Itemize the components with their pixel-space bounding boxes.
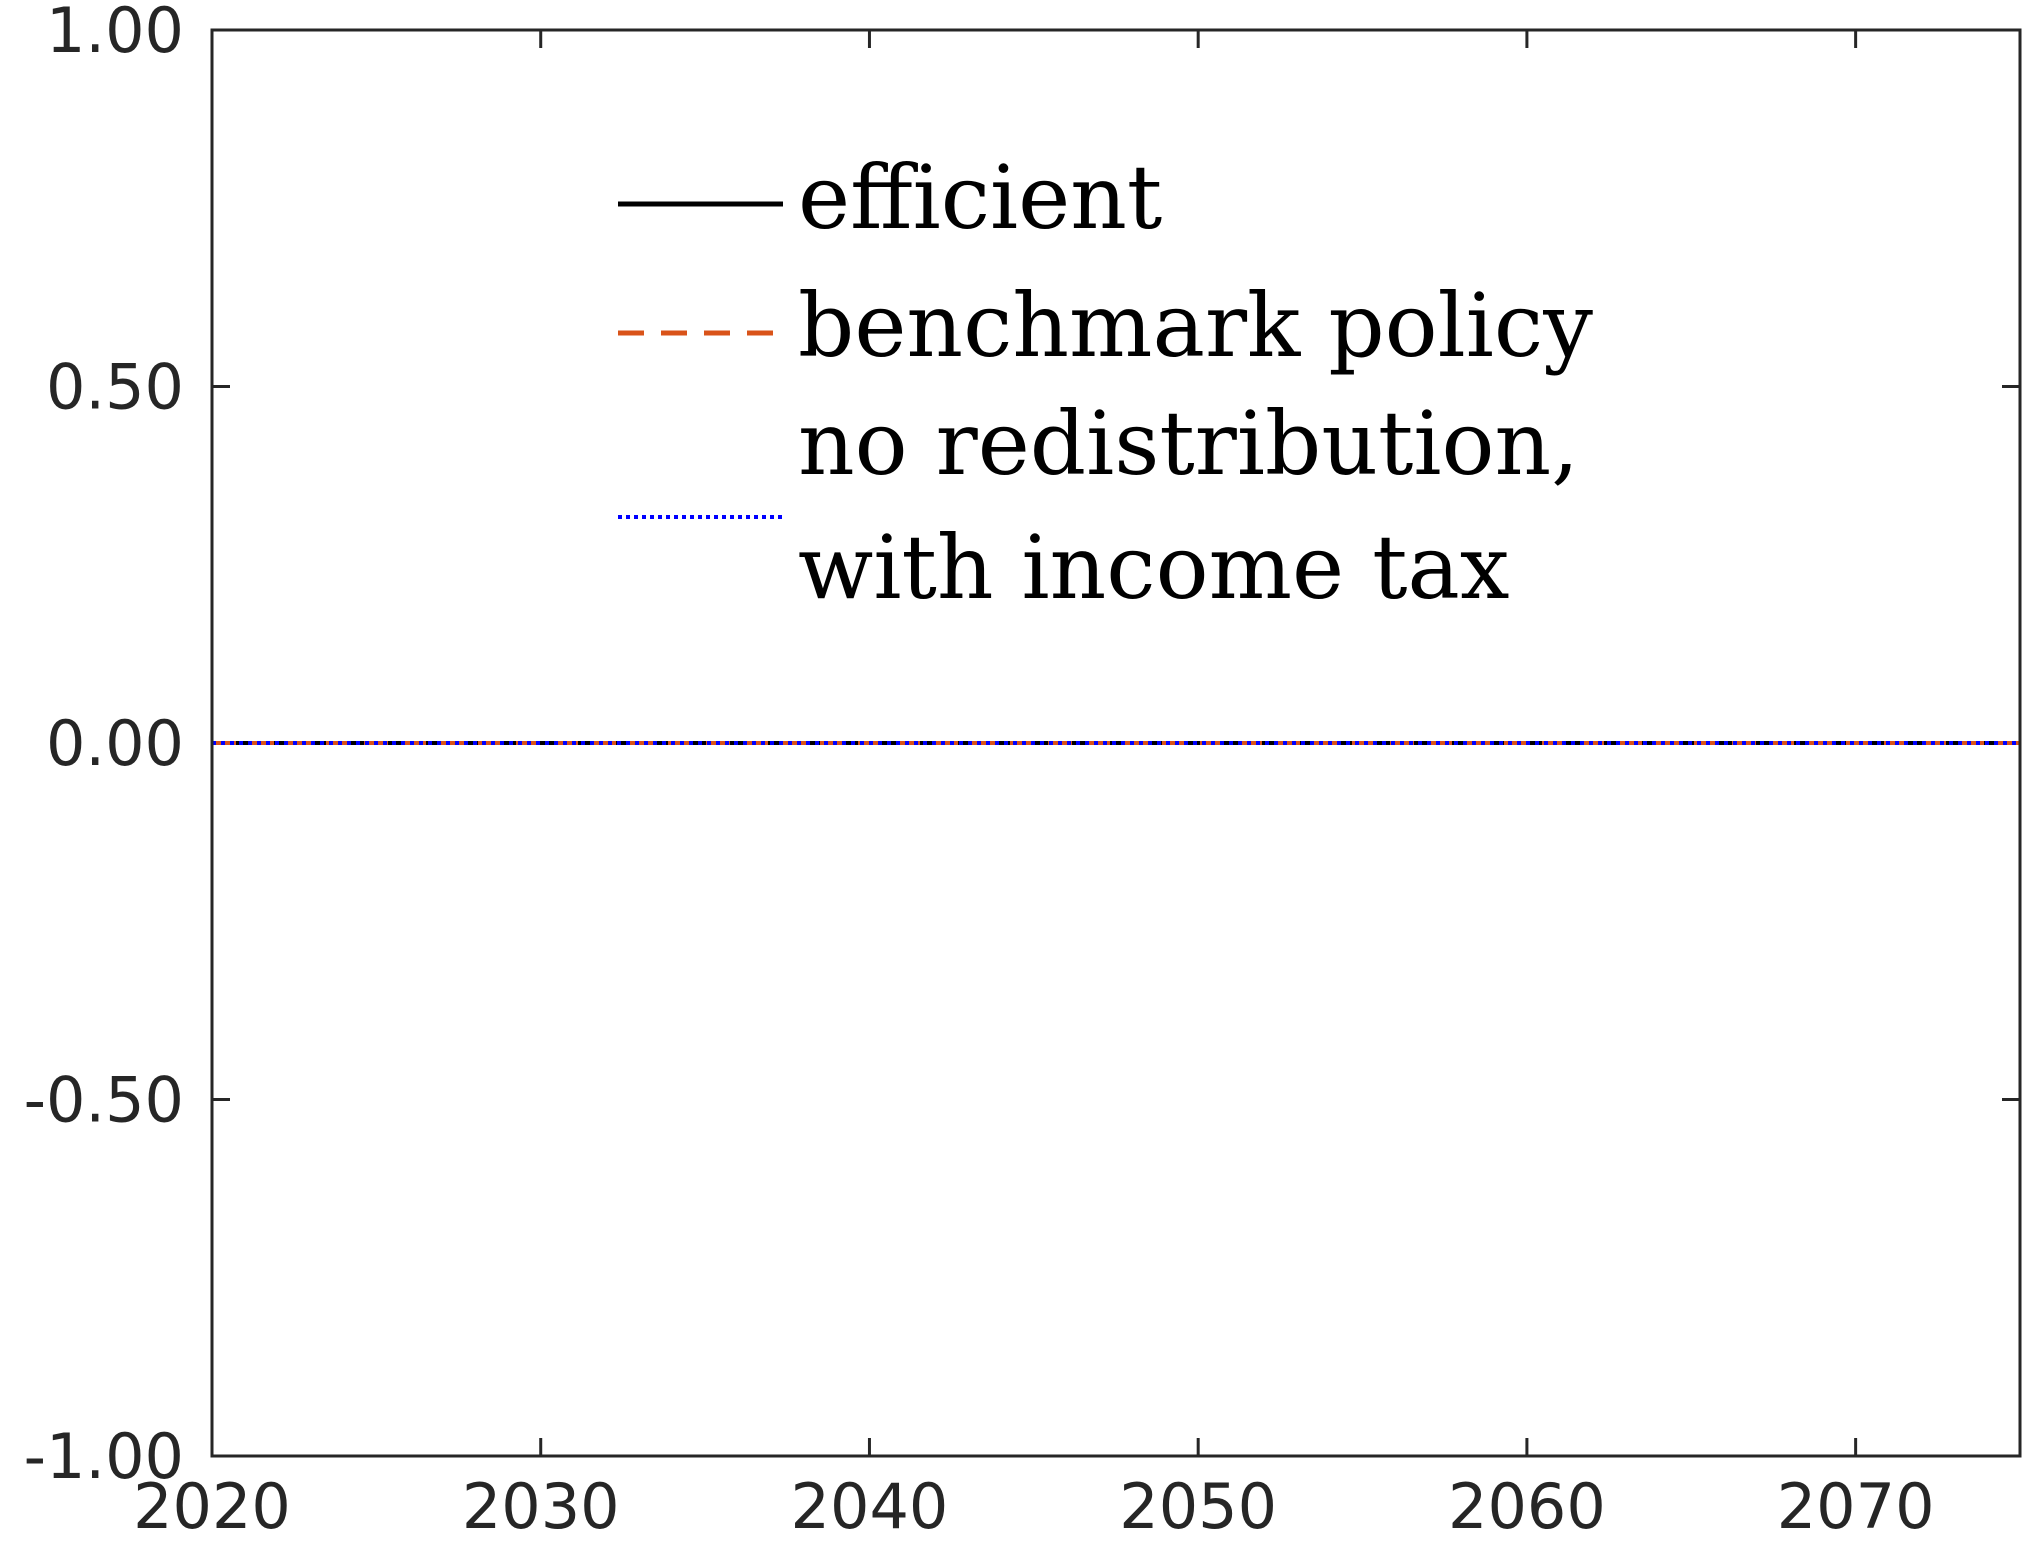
y-tick-label: 1.00 [46, 0, 184, 67]
y-tick-label: -0.50 [24, 1064, 184, 1137]
legend-label: efficient [798, 146, 1162, 249]
y-tick-label: 0.50 [46, 351, 184, 424]
x-tick-label: 2060 [1448, 1470, 1606, 1543]
legend-label: benchmark policy [798, 274, 1593, 377]
x-tick-label: 2070 [1777, 1470, 1935, 1543]
axes-box [210, 28, 2022, 1458]
x-tick-label: 2050 [1119, 1470, 1277, 1543]
x-axis: 2020 2030 2040 2050 2060 2070 [133, 30, 1935, 1543]
legend-label: no redistribution, [798, 392, 1579, 495]
legend-label: with income tax [798, 516, 1510, 619]
x-tick-label: 2030 [462, 1470, 620, 1543]
legend: efficient benchmark policy no redistributi… [618, 146, 1593, 619]
x-tick-label: 2020 [133, 1470, 291, 1543]
y-tick-label: 0.00 [46, 707, 184, 780]
y-tick-label: -1.00 [24, 1420, 184, 1493]
x-tick-label: 2040 [791, 1470, 949, 1543]
y-axis: -1.00 -0.50 0.00 0.50 1.00 [24, 0, 2020, 1493]
